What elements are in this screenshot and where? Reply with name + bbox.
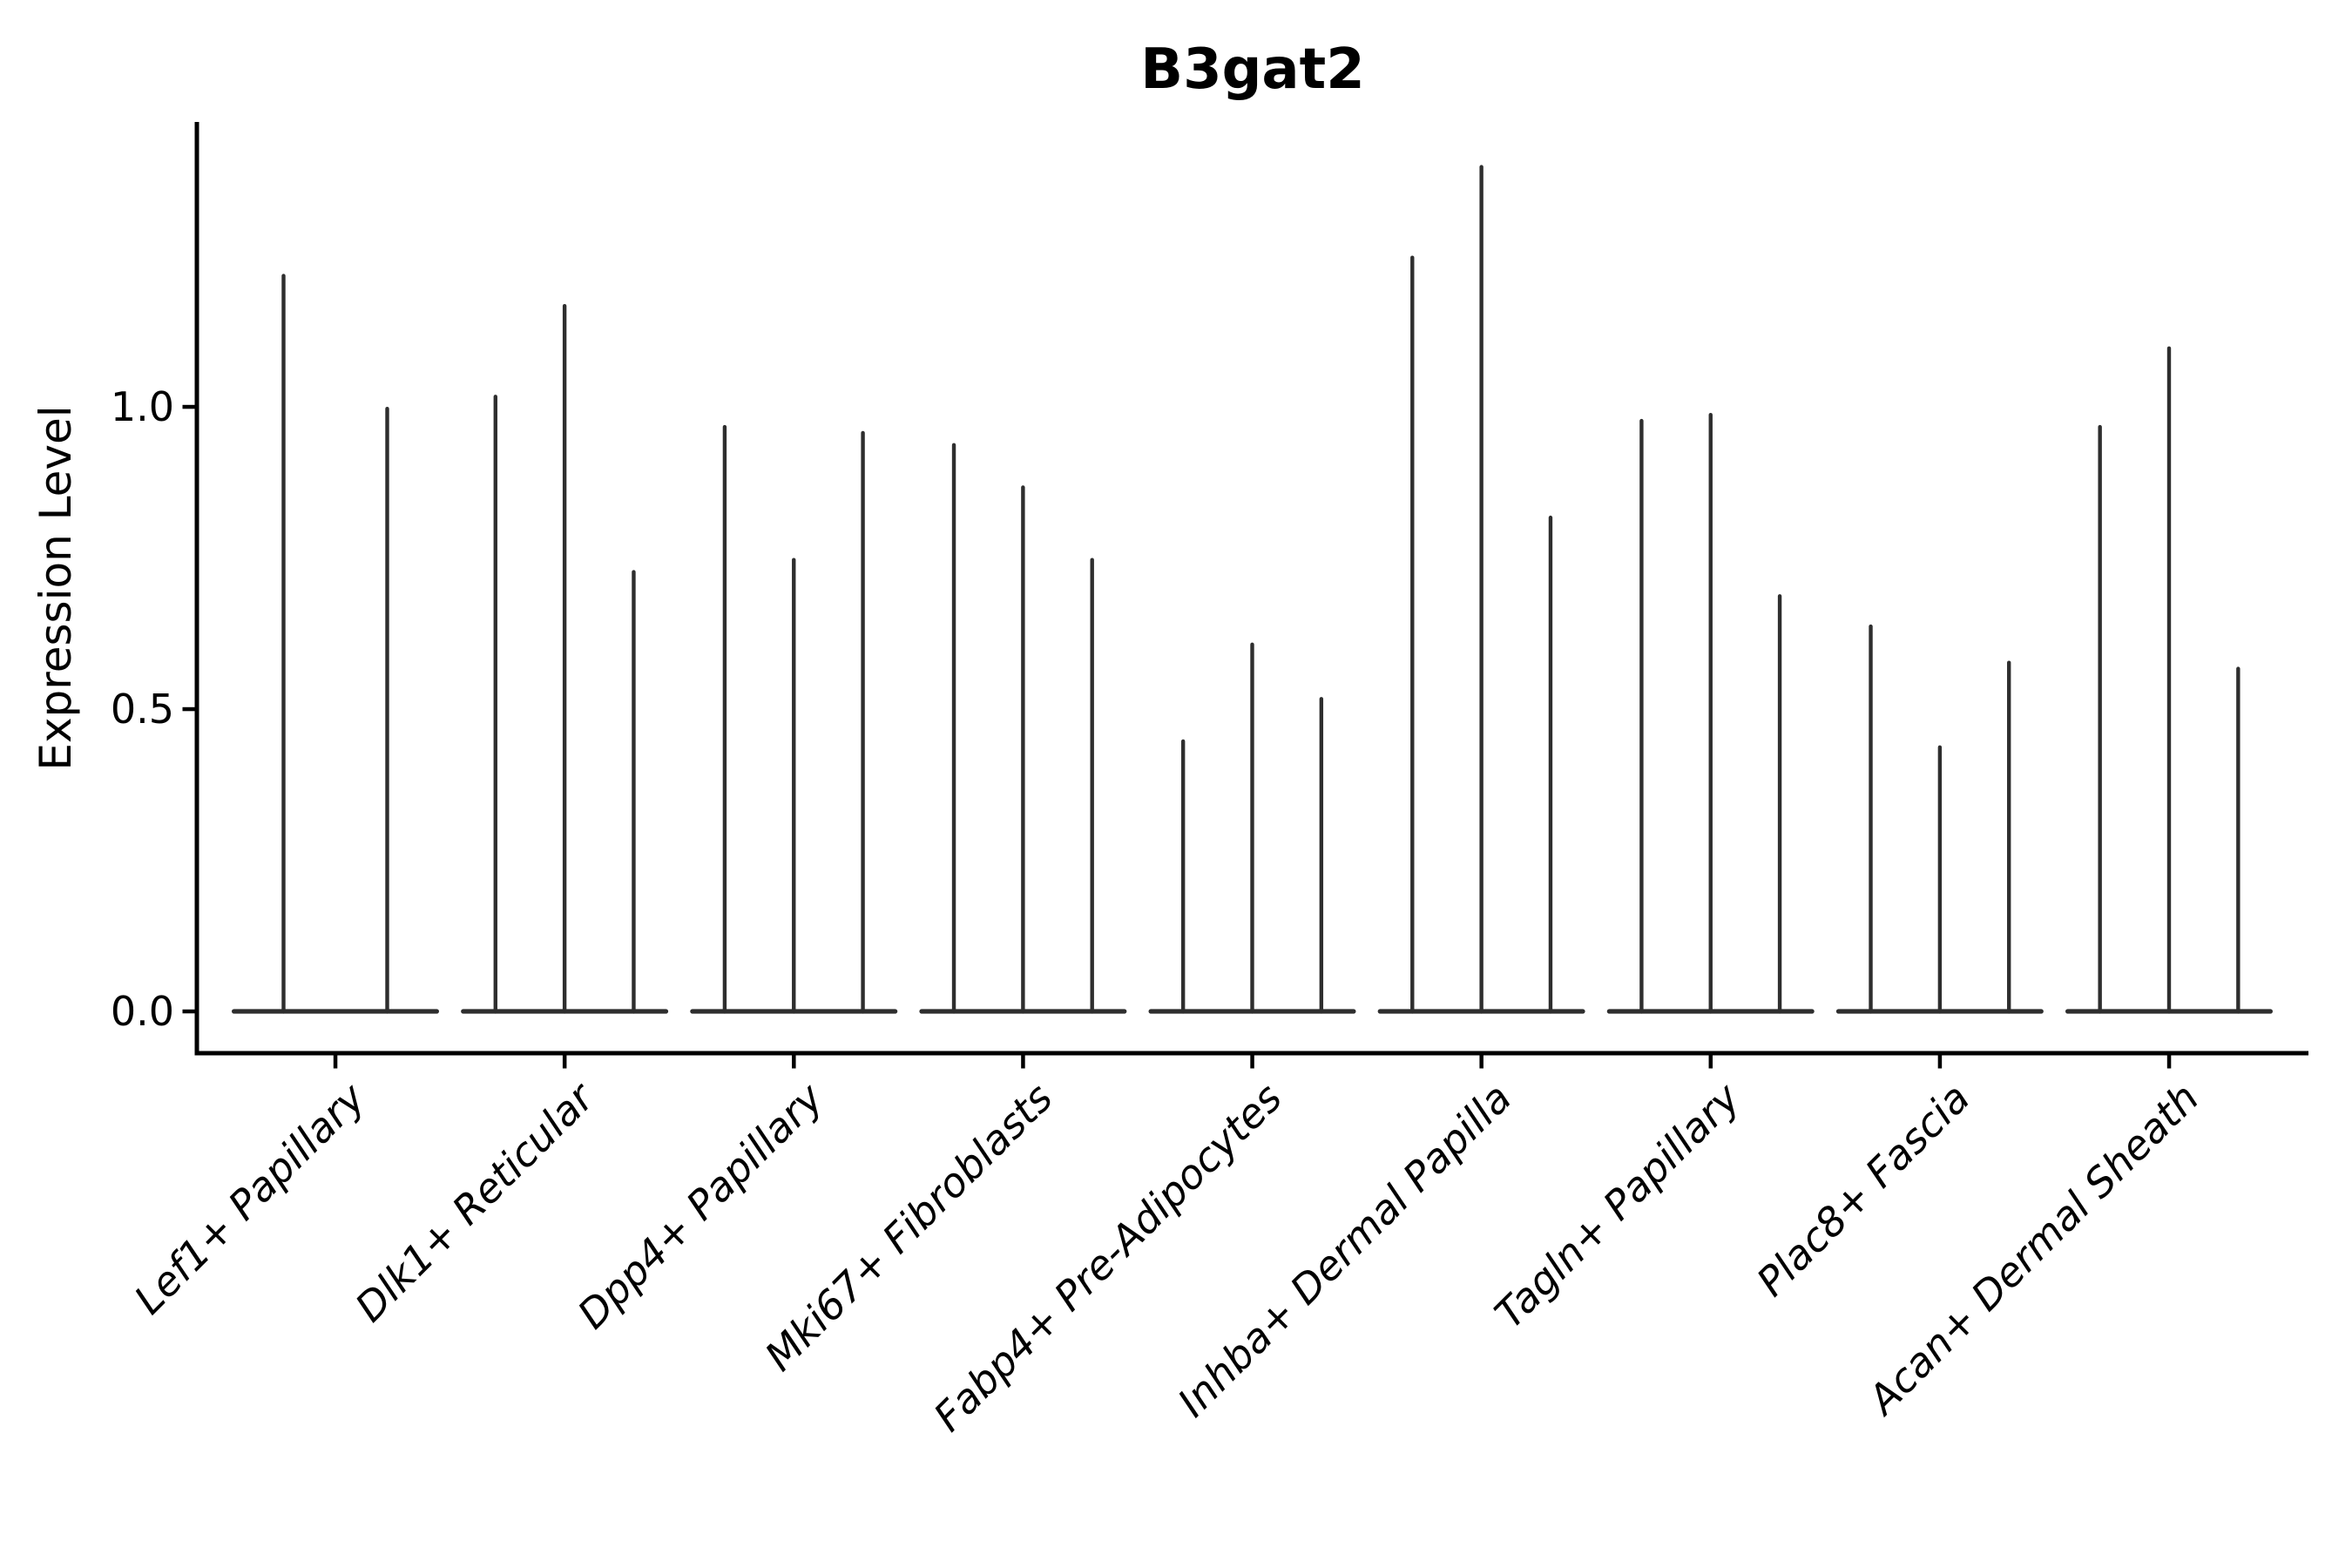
y-axis-spine [194,122,199,1056]
violin-spike [385,407,389,1014]
y-tick-label: 0.5 [110,686,174,733]
violin-base [232,1009,439,1014]
violin-spike [281,274,286,1014]
violin-spike [1937,745,1943,1014]
x-tick [562,1055,567,1069]
violin-spike [1639,418,1644,1014]
y-tick [182,1009,195,1014]
violin-spike [1548,515,1553,1014]
violin-spike [722,424,727,1014]
x-tick [333,1055,338,1069]
x-tick [792,1055,796,1069]
violin-spike [1180,739,1186,1014]
violin-spike [1479,165,1484,1014]
y-tick [182,706,195,712]
violin-spike [2236,666,2240,1014]
y-tick-label: 0.0 [110,988,174,1035]
violin-spike [1708,412,1713,1014]
x-tick [1479,1055,1484,1069]
chart-title: B3gat2 [1140,37,1365,102]
violin-spike [2007,660,2011,1014]
violin-spike [1250,642,1254,1014]
violin-spike [562,304,567,1014]
violin-spike [632,570,636,1014]
violin-spike [2166,346,2172,1014]
x-tick [2166,1055,2172,1069]
x-tick [1937,1055,1943,1069]
x-tick [1021,1055,1025,1069]
violin-spike [2098,424,2102,1014]
violin-spike [792,558,796,1014]
violin-spike [1410,255,1415,1014]
x-tick [1250,1055,1254,1069]
y-tick-label: 1.0 [110,383,174,430]
x-tick [1708,1055,1713,1069]
violin-spike [1021,485,1025,1014]
x-axis-spine [194,1051,2308,1056]
violin-spike [1090,558,1094,1014]
violin-spike [1869,624,1873,1014]
violin-spike [1777,594,1782,1014]
violin-spike [1319,697,1324,1014]
violin-spike [861,430,865,1014]
y-tick [182,404,195,409]
violin-spike [951,443,956,1014]
violin-spike [493,395,497,1014]
